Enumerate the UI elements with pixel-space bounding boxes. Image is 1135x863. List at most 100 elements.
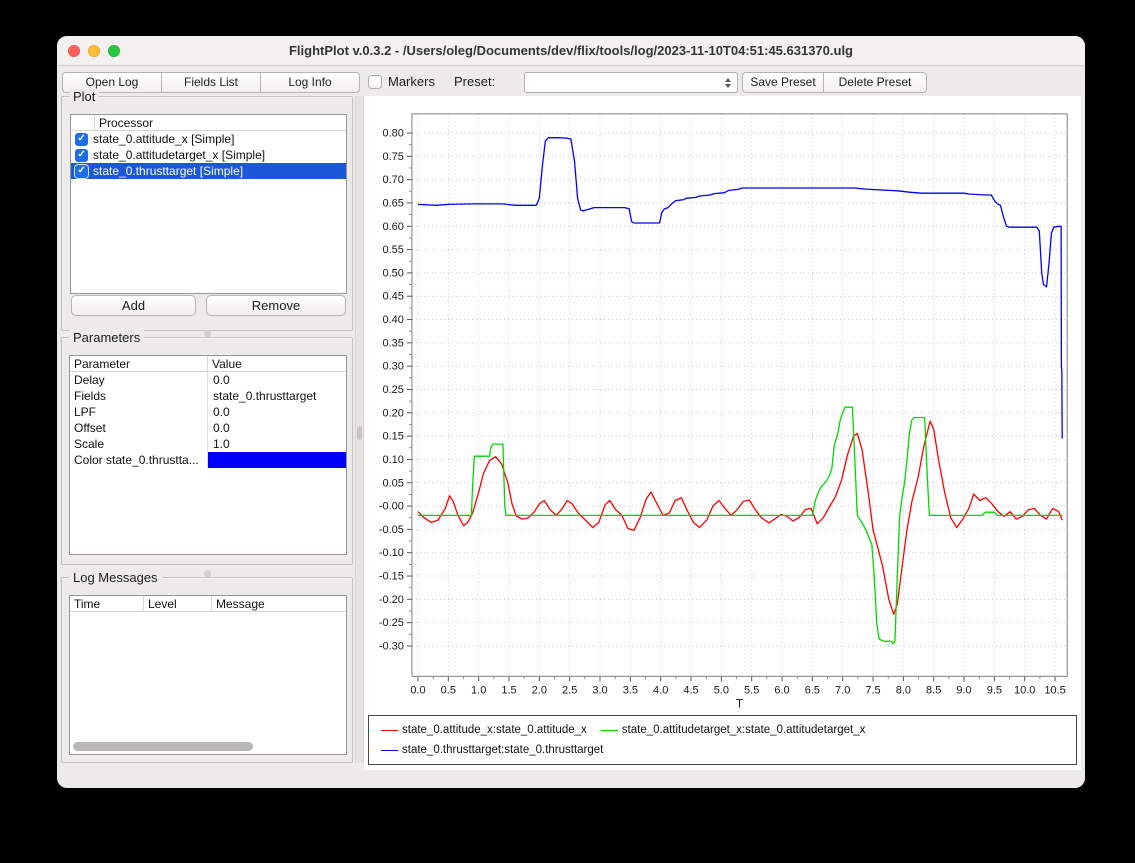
- processor-checkbox-column: [71, 115, 95, 130]
- svg-text:-0.20: -0.20: [379, 594, 404, 606]
- preset-combobox[interactable]: [524, 72, 738, 93]
- remove-button[interactable]: Remove: [206, 295, 346, 316]
- legend-entry: state_0.attitudetarget_x:state_0.attitud…: [601, 724, 866, 736]
- parameter-name: LPF: [70, 404, 208, 420]
- svg-text:0.35: 0.35: [383, 337, 404, 349]
- legend-label: state_0.attitudetarget_x:state_0.attitud…: [622, 724, 866, 736]
- log-button-group: Open Log Fields List Log Info: [62, 72, 360, 93]
- horizontal-splitter-handle[interactable]: [204, 330, 211, 337]
- parameter-value[interactable]: state_0.thrusttarget: [208, 388, 346, 404]
- svg-text:6.0: 6.0: [774, 684, 789, 696]
- item-checkbox[interactable]: [75, 133, 88, 146]
- processor-list[interactable]: Processor state_0.attitude_x [Simple]sta…: [70, 114, 347, 294]
- parameter-value[interactable]: 0.0: [208, 372, 346, 388]
- svg-text:10.5: 10.5: [1044, 684, 1065, 696]
- svg-text:-0.10: -0.10: [379, 547, 404, 559]
- horizontal-scrollbar[interactable]: [73, 742, 253, 751]
- horizontal-splitter-handle-2[interactable]: [204, 570, 211, 577]
- svg-text:4.5: 4.5: [683, 684, 698, 696]
- processor-list-item[interactable]: state_0.attitudetarget_x [Simple]: [71, 147, 346, 163]
- svg-text:3.5: 3.5: [623, 684, 638, 696]
- legend-label: state_0.attitude_x:state_0.attitude_x: [402, 724, 587, 736]
- color-swatch[interactable]: [208, 452, 346, 468]
- svg-text:0.05: 0.05: [383, 477, 404, 489]
- parameter-row[interactable]: Scale1.0: [70, 436, 346, 452]
- svg-text:0.75: 0.75: [383, 151, 404, 163]
- svg-text:-0.05: -0.05: [379, 524, 404, 536]
- svg-text:0.5: 0.5: [441, 684, 456, 696]
- svg-text:10.0: 10.0: [1014, 684, 1035, 696]
- svg-text:-0.00: -0.00: [379, 501, 404, 513]
- legend-line-icon: [381, 750, 398, 751]
- svg-text:0.15: 0.15: [383, 431, 404, 443]
- parameter-name: Delay: [70, 372, 208, 388]
- svg-text:0.10: 0.10: [383, 454, 404, 466]
- parameter-value[interactable]: 0.0: [208, 404, 346, 420]
- preset-label: Preset:: [454, 74, 495, 89]
- svg-text:T: T: [736, 696, 744, 710]
- item-label: state_0.thrusttarget [Simple]: [93, 164, 243, 178]
- svg-text:-0.25: -0.25: [379, 617, 404, 629]
- save-preset-button[interactable]: Save Preset: [742, 72, 824, 93]
- svg-text:0.50: 0.50: [383, 267, 404, 279]
- time-column-header: Time: [70, 596, 144, 611]
- app-window: FlightPlot v.0.3.2 - /Users/oleg/Documen…: [57, 36, 1085, 788]
- processor-list-item[interactable]: state_0.thrusttarget [Simple]: [71, 163, 346, 179]
- combobox-stepper-icon[interactable]: [721, 75, 734, 90]
- svg-text:8.5: 8.5: [926, 684, 941, 696]
- svg-text:0.25: 0.25: [383, 384, 404, 396]
- message-column-header: Message: [212, 596, 346, 611]
- delete-preset-button[interactable]: Delete Preset: [823, 72, 927, 93]
- log-messages-group: Log Messages Time Level Message: [61, 577, 353, 763]
- svg-text:3.0: 3.0: [592, 684, 607, 696]
- svg-text:8.0: 8.0: [896, 684, 911, 696]
- parameter-row[interactable]: Offset0.0: [70, 420, 346, 436]
- chart-legend: state_0.attitude_x:state_0.attitude_xsta…: [368, 715, 1077, 765]
- vertical-splitter-handle[interactable]: [357, 426, 362, 440]
- fields-list-button[interactable]: Fields List: [161, 72, 261, 93]
- markers-checkbox[interactable]: [368, 75, 382, 89]
- legend-row: state_0.thrusttarget:state_0.thrusttarge…: [381, 740, 1076, 760]
- parameter-value[interactable]: 0.0: [208, 420, 346, 436]
- legend-line-icon: [601, 730, 618, 731]
- plot-group-title: Plot: [69, 89, 99, 104]
- vertical-splitter[interactable]: [355, 96, 364, 763]
- parameters-table[interactable]: Parameter Value Delay0.0Fieldsstate_0.th…: [69, 355, 347, 555]
- legend-label: state_0.thrusttarget:state_0.thrusttarge…: [402, 744, 603, 756]
- svg-text:9.0: 9.0: [956, 684, 971, 696]
- svg-text:0.45: 0.45: [383, 291, 404, 303]
- item-checkbox[interactable]: [75, 165, 88, 178]
- preset-button-group: Save Preset Delete Preset: [742, 72, 927, 93]
- parameter-name: Scale: [70, 436, 208, 452]
- legend-row: state_0.attitude_x:state_0.attitude_x sta…: [381, 720, 1076, 740]
- window-title: FlightPlot v.0.3.2 - /Users/oleg/Documen…: [57, 36, 1085, 66]
- svg-text:9.5: 9.5: [987, 684, 1002, 696]
- legend-line-icon: [381, 730, 398, 731]
- log-messages-table[interactable]: Time Level Message: [69, 595, 347, 755]
- processor-list-item[interactable]: state_0.attitude_x [Simple]: [71, 131, 346, 147]
- value-column-header: Value: [208, 356, 346, 371]
- level-column-header: Level: [144, 596, 212, 611]
- parameter-value[interactable]: 1.0: [208, 436, 346, 452]
- svg-text:0.0: 0.0: [410, 684, 425, 696]
- svg-text:1.0: 1.0: [471, 684, 486, 696]
- add-button[interactable]: Add: [71, 295, 196, 316]
- item-checkbox[interactable]: [75, 149, 88, 162]
- parameter-row[interactable]: Fieldsstate_0.thrusttarget: [70, 388, 346, 404]
- svg-text:0.40: 0.40: [383, 314, 404, 326]
- parameter-row[interactable]: LPF0.0: [70, 404, 346, 420]
- markers-label: Markers: [388, 74, 435, 89]
- parameter-row[interactable]: Delay0.0: [70, 372, 346, 388]
- chart-panel: -0.30-0.25-0.20-0.15-0.10-0.05-0.000.050…: [364, 96, 1081, 770]
- svg-text:6.5: 6.5: [805, 684, 820, 696]
- title-bar[interactable]: FlightPlot v.0.3.2 - /Users/oleg/Documen…: [57, 36, 1085, 66]
- parameter-row[interactable]: Color state_0.thrustta...: [70, 452, 346, 468]
- chart-canvas[interactable]: -0.30-0.25-0.20-0.15-0.10-0.05-0.000.050…: [366, 99, 1078, 711]
- log-info-button[interactable]: Log Info: [260, 72, 360, 93]
- parameters-group-title: Parameters: [69, 330, 144, 345]
- item-label: state_0.attitude_x [Simple]: [93, 132, 234, 146]
- svg-text:-0.30: -0.30: [379, 640, 404, 652]
- svg-text:0.30: 0.30: [383, 361, 404, 373]
- svg-text:1.5: 1.5: [501, 684, 516, 696]
- legend-entry: state_0.attitude_x:state_0.attitude_x: [381, 724, 587, 736]
